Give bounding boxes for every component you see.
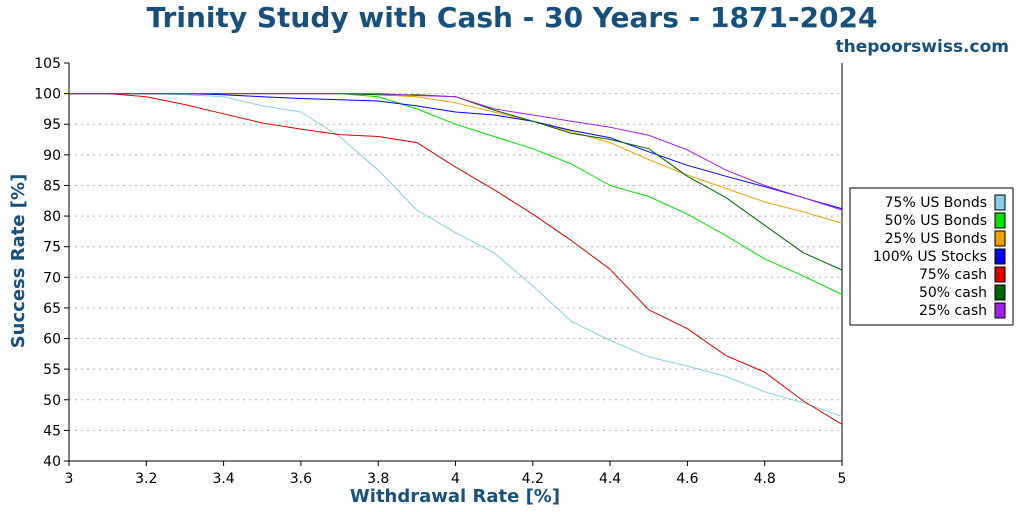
- series-lines: [69, 93, 843, 425]
- x-tick-label: 4.4: [599, 471, 621, 487]
- x-tick-label: 4.8: [754, 471, 776, 487]
- y-tick-label: 70: [43, 270, 61, 286]
- legend-swatch: [994, 284, 1006, 301]
- legend-swatch: [994, 248, 1006, 265]
- y-tick-label: 40: [43, 454, 61, 470]
- y-tick-label: 65: [43, 301, 61, 317]
- y-tick-label: 100: [34, 87, 61, 103]
- x-tick-label: 4.6: [676, 471, 698, 487]
- series-line-0: [69, 93, 843, 417]
- legend-swatch: [994, 194, 1006, 211]
- y-tick-label: 45: [43, 423, 61, 439]
- legend-items: 75% US Bonds 50% US Bonds 25% US Bonds 100%…: [873, 194, 1006, 319]
- series-line-3: [69, 93, 843, 210]
- x-tick-label: 4.2: [522, 471, 544, 487]
- legend-label: 75% US Bonds: [885, 195, 987, 211]
- series-line-4: [69, 93, 843, 425]
- y-tick-label: 80: [43, 209, 61, 225]
- x-tick-label: 3.6: [290, 471, 312, 487]
- axes: [64, 62, 843, 466]
- y-tick-label: 75: [43, 240, 61, 256]
- x-tick-label: 5: [838, 471, 847, 487]
- y-tick-label: 90: [43, 148, 61, 164]
- series-line-5: [69, 93, 843, 271]
- grid-lines: [69, 93, 842, 431]
- x-tick-label: 3.8: [367, 471, 389, 487]
- legend-swatch: [994, 212, 1006, 229]
- x-tick-label: 3.4: [212, 471, 234, 487]
- x-tick-label: 3: [65, 471, 74, 487]
- legend-swatch: [994, 230, 1006, 247]
- x-tick-label: 4: [451, 471, 460, 487]
- legend: 75% US Bonds 50% US Bonds 25% US Bonds 100%…: [849, 187, 1014, 326]
- legend-label: 100% US Stocks: [873, 249, 987, 265]
- legend-box: [849, 187, 1014, 326]
- legend-swatch: [994, 266, 1006, 283]
- legend-label: 25% cash: [919, 303, 987, 319]
- legend-label: 75% cash: [919, 267, 987, 283]
- legend-label: 25% US Bonds: [885, 231, 987, 247]
- y-axis-title: Success Rate [%]: [8, 174, 29, 349]
- legend-label: 50% US Bonds: [885, 213, 987, 229]
- y-tick-label: 95: [43, 117, 61, 133]
- y-tick-label: 55: [43, 362, 61, 378]
- series-line-6: [69, 93, 843, 211]
- x-axis-title: Withdrawal Rate [%]: [350, 486, 560, 507]
- x-tick-label: 3.2: [135, 471, 157, 487]
- y-tick-label: 50: [43, 393, 61, 409]
- legend-label: 50% cash: [919, 285, 987, 301]
- y-tick-label: 85: [43, 178, 61, 194]
- y-tick-label: 60: [43, 332, 61, 348]
- site-watermark: thepoorswiss.com: [836, 37, 1010, 57]
- y-tick-label: 105: [34, 56, 61, 72]
- legend-swatch: [994, 302, 1006, 319]
- series-line-2: [69, 93, 843, 224]
- chart-title: Trinity Study with Cash - 30 Years - 187…: [147, 1, 878, 34]
